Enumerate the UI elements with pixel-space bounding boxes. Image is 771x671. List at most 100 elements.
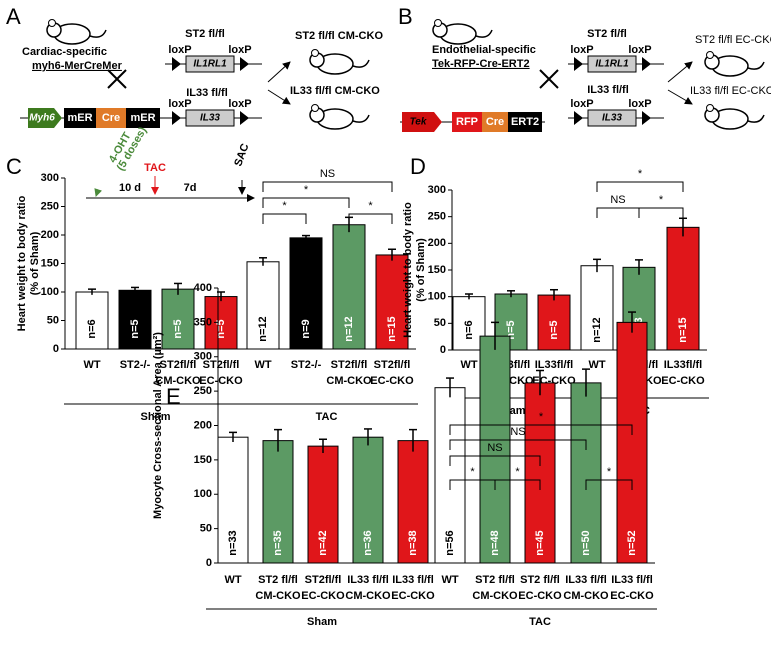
n-label: n=15 — [677, 317, 689, 342]
bar — [666, 226, 700, 351]
n-label: n=5 — [129, 319, 141, 338]
x-tick-label: CM-CKO — [255, 590, 301, 602]
n-label: n=5 — [548, 320, 560, 339]
n-label: n=5 — [172, 319, 184, 338]
y-tick-label: 300 — [194, 351, 212, 363]
n-label: n=12 — [591, 317, 603, 342]
y-tick-label: 0 — [53, 343, 59, 355]
bar — [570, 382, 602, 564]
x-tick-label: ST2fl/fl — [305, 574, 342, 586]
cross — [539, 69, 559, 89]
n-label: n=50 — [580, 530, 592, 555]
panel-a: A Cardiac-specific myh6-MerCreMer Myh6 m… — [6, 4, 383, 130]
x-tick-label: WT — [254, 359, 271, 371]
construct-part: Cre — [486, 116, 504, 128]
y-tick-label: 300 — [428, 184, 446, 196]
n-label: n=12 — [257, 316, 269, 341]
mouse-icon — [432, 18, 493, 45]
significance-bracket — [449, 439, 587, 450]
line-title: Cardiac-specific — [22, 46, 107, 58]
bar — [537, 294, 571, 351]
significance-bracket — [449, 455, 541, 466]
x-tick-label: EC-CKO — [610, 590, 654, 602]
gene: IL33 — [200, 113, 220, 124]
y-tick-label: 100 — [428, 291, 446, 303]
n-label: n=6 — [463, 320, 475, 339]
n-label: n=33 — [227, 530, 239, 555]
bar — [434, 387, 466, 564]
significance-label: NS — [320, 168, 335, 180]
bar — [262, 440, 294, 564]
x-tick-label: ST2 fl/fl — [258, 574, 298, 586]
allele-name: ST2 fl/fl — [185, 28, 225, 40]
gene: IL33 — [602, 113, 622, 124]
group-label: TAC — [316, 411, 338, 423]
offspring: ST2 fl/fl EC-CKO — [695, 34, 771, 46]
x-tick-label: WT — [460, 359, 477, 371]
y-axis-label: (% of Sham) — [29, 231, 41, 295]
bar — [524, 382, 556, 564]
mouse-icon — [704, 103, 765, 130]
group-label: TAC — [529, 616, 551, 628]
timeline-event: TAC — [144, 162, 166, 174]
significance-bracket — [638, 207, 684, 218]
x-tick-label: ST2fl/fl — [203, 359, 240, 371]
loxp: loxP — [168, 98, 191, 110]
loxp: loxP — [628, 98, 651, 110]
n-label: n=48 — [489, 530, 501, 555]
gene: IL1RL1 — [595, 59, 629, 70]
y-axis-label: (% of Sham) — [415, 238, 427, 302]
offspring: ST2 fl/fl CM-CKO — [295, 30, 383, 42]
y-tick-label: 0 — [440, 344, 446, 356]
y-tick-label: 150 — [41, 257, 59, 269]
n-label: n=9 — [300, 319, 312, 338]
x-tick-label: ST2-/- — [120, 359, 151, 371]
y-axis-label: Heart weight to body ratio — [16, 195, 28, 331]
x-tick-label: WT — [588, 359, 605, 371]
significance-label: NS — [510, 426, 525, 438]
x-tick-label: ST2fl/fl — [160, 359, 197, 371]
significance-label: * — [368, 200, 373, 212]
significance-label: * — [607, 466, 612, 478]
x-tick-label: CM-CKO — [326, 375, 372, 387]
panel-letter: C — [6, 154, 22, 179]
significance-bracket — [596, 207, 640, 218]
x-tick-label: WT — [441, 574, 458, 586]
y-tick-label: 50 — [434, 317, 446, 329]
n-label: n=15 — [386, 316, 398, 341]
n-label: n=12 — [343, 316, 355, 341]
x-tick-label: CM-CKO — [155, 375, 201, 387]
x-tick-label: EC-CKO — [301, 590, 345, 602]
panel-letter: A — [6, 4, 21, 29]
significance-label: * — [515, 466, 520, 478]
y-tick-label: 350 — [194, 316, 212, 328]
x-tick-label: ST2-/- — [291, 359, 322, 371]
x-tick-label: CM-CKO — [472, 590, 518, 602]
n-label: n=56 — [444, 530, 456, 555]
x-tick-label: EC-CKO — [661, 375, 705, 387]
significance-label: * — [282, 200, 287, 212]
line-name: myh6-MerCreMer — [32, 60, 123, 72]
n-label: n=45 — [534, 530, 546, 555]
construct-part: ERT2 — [511, 116, 539, 128]
gene: IL1RL1 — [193, 59, 227, 70]
y-axis-label: Myocyte Cross-sectional Area (µm²) — [152, 332, 164, 519]
y-tick-label: 150 — [194, 454, 212, 466]
n-label: n=52 — [626, 530, 638, 555]
bar — [75, 291, 109, 350]
y-tick-label: 200 — [428, 237, 446, 249]
y-tick-label: 100 — [194, 488, 212, 500]
significance-bracket — [262, 197, 350, 208]
n-label: n=42 — [317, 530, 329, 555]
x-tick-label: CM-CKO — [563, 590, 609, 602]
timeline-interval: 10 d — [119, 182, 141, 194]
loxp: loxP — [228, 44, 251, 56]
y-tick-label: 300 — [41, 172, 59, 184]
y-tick-label: 400 — [194, 282, 212, 294]
group-label: Sham — [307, 616, 337, 628]
x-tick-label: EC-CKO — [199, 375, 243, 387]
bar — [397, 440, 429, 564]
loxp: loxP — [168, 44, 191, 56]
x-tick-label: IL33 fl/fl — [347, 574, 389, 586]
